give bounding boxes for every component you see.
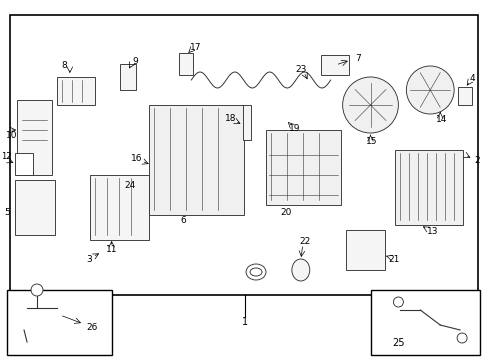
Bar bbox=[120, 64, 135, 90]
Bar bbox=[320, 55, 348, 75]
Text: 19: 19 bbox=[288, 123, 300, 132]
Text: 10: 10 bbox=[6, 131, 18, 140]
Circle shape bbox=[456, 333, 466, 343]
Bar bbox=[149, 105, 244, 215]
Text: 9: 9 bbox=[132, 57, 138, 66]
Text: 17: 17 bbox=[189, 42, 201, 51]
Bar bbox=[10, 15, 477, 295]
Text: 5: 5 bbox=[4, 207, 10, 216]
Bar bbox=[90, 175, 149, 240]
Text: 22: 22 bbox=[299, 237, 310, 246]
Text: 21: 21 bbox=[388, 255, 399, 264]
Text: 8: 8 bbox=[61, 60, 67, 69]
Text: 13: 13 bbox=[426, 228, 437, 237]
Bar bbox=[15, 180, 55, 235]
Text: 2: 2 bbox=[473, 156, 479, 165]
Text: 16: 16 bbox=[130, 153, 142, 162]
Circle shape bbox=[406, 66, 453, 114]
Text: 20: 20 bbox=[280, 207, 291, 216]
Text: 25: 25 bbox=[391, 338, 404, 348]
Circle shape bbox=[393, 297, 403, 307]
Bar bbox=[179, 53, 193, 75]
Bar bbox=[243, 105, 250, 140]
Ellipse shape bbox=[291, 259, 309, 281]
Text: 7: 7 bbox=[355, 54, 361, 63]
Text: 1: 1 bbox=[242, 317, 247, 327]
Bar bbox=[345, 230, 385, 270]
Bar bbox=[7, 290, 111, 355]
Text: 6: 6 bbox=[180, 216, 186, 225]
Text: 14: 14 bbox=[435, 114, 446, 123]
Bar bbox=[57, 77, 95, 105]
Text: 24: 24 bbox=[124, 180, 135, 189]
Text: 15: 15 bbox=[365, 136, 377, 145]
Text: 23: 23 bbox=[295, 64, 306, 73]
Bar bbox=[370, 290, 479, 355]
Polygon shape bbox=[17, 100, 52, 175]
Bar bbox=[457, 87, 471, 105]
Ellipse shape bbox=[249, 268, 262, 276]
Bar bbox=[265, 130, 340, 205]
Text: 26: 26 bbox=[86, 324, 97, 333]
Ellipse shape bbox=[245, 264, 265, 280]
Text: 4: 4 bbox=[468, 73, 474, 82]
Circle shape bbox=[31, 284, 43, 296]
Text: 18: 18 bbox=[225, 113, 236, 122]
Circle shape bbox=[342, 77, 398, 133]
Text: 11: 11 bbox=[106, 246, 117, 255]
Text: 3: 3 bbox=[86, 256, 91, 265]
Bar bbox=[15, 153, 33, 175]
Bar bbox=[395, 150, 462, 225]
Text: 12: 12 bbox=[1, 152, 11, 161]
